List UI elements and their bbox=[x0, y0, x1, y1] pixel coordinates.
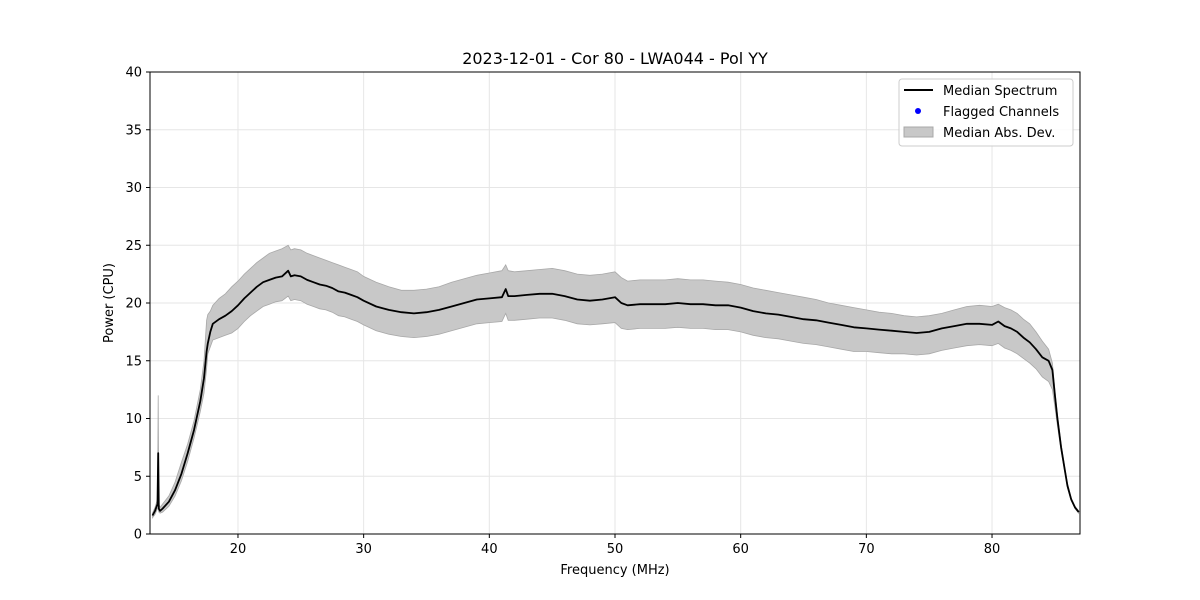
median-spectrum-line bbox=[151, 269, 1080, 516]
y-axis-ticks: 0 5 10 15 20 25 30 35 40 bbox=[125, 66, 150, 543]
legend: Median Spectrum Flagged Channels Median … bbox=[898, 78, 1074, 147]
mad-band bbox=[152, 244, 1080, 520]
legend-flagged-swatch bbox=[915, 108, 921, 114]
x-axis-ticks: 20 30 40 50 60 70 80 bbox=[230, 534, 1001, 557]
x-tick-label: 40 bbox=[481, 542, 498, 557]
mad-band-layer bbox=[152, 244, 1080, 520]
y-tick-label: 30 bbox=[125, 181, 142, 196]
legend-mad-swatch bbox=[903, 126, 934, 138]
y-tick-label: 40 bbox=[125, 66, 142, 81]
y-tick-label: 35 bbox=[125, 123, 142, 138]
y-tick-label: 0 bbox=[134, 528, 142, 543]
y-axis-label: Power (CPU) bbox=[102, 263, 117, 343]
legend-mad-label: Median Abs. Dev. bbox=[943, 126, 1055, 141]
median-line-layer bbox=[151, 269, 1080, 516]
y-tick-label: 25 bbox=[125, 239, 142, 254]
x-tick-label: 30 bbox=[355, 542, 372, 557]
legend-flagged-label: Flagged Channels bbox=[943, 105, 1059, 120]
y-tick-label: 20 bbox=[125, 297, 142, 312]
x-tick-label: 50 bbox=[607, 542, 624, 557]
legend-median-label: Median Spectrum bbox=[943, 84, 1057, 99]
x-tick-label: 20 bbox=[230, 542, 247, 557]
y-tick-label: 10 bbox=[125, 412, 142, 427]
chart-title: 2023-12-01 - Cor 80 - LWA044 - Pol YY bbox=[462, 49, 768, 68]
legend-box bbox=[898, 78, 1074, 147]
y-tick-label: 5 bbox=[134, 470, 142, 485]
x-tick-label: 80 bbox=[984, 542, 1001, 557]
x-axis-label: Frequency (MHz) bbox=[560, 563, 669, 578]
y-tick-label: 15 bbox=[125, 354, 142, 369]
x-tick-label: 70 bbox=[858, 542, 875, 557]
x-tick-label: 60 bbox=[732, 542, 749, 557]
